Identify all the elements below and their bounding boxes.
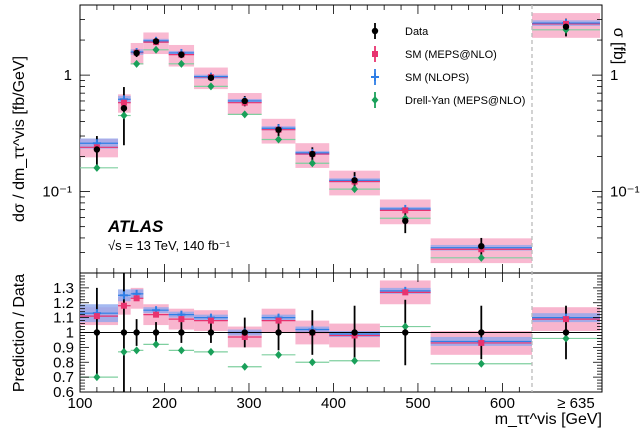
data-point-0 [93,146,101,153]
sm-meps-ratio-point-1 [120,302,127,309]
drell-yan-point-8 [308,159,316,168]
data-point-12 [562,23,570,30]
drell-yan-point-1 [120,111,128,120]
ratio-y-tick-label-1: 0.7 [53,369,74,386]
sm-meps-point-10 [402,207,409,214]
data-point-9 [351,177,358,184]
drell-yan-ratio-point-2 [133,346,141,355]
data-point-6 [241,97,248,105]
energy-label: √s = 13 TeV, 140 fb⁻¹ [108,238,231,253]
ratio-y-tick-label-6: 1.2 [53,295,74,312]
drell-yan-ratio-point-0 [93,373,101,382]
drell-yan-ratio-point-12 [562,334,570,343]
right-y-axis-title: σ [fb] [610,28,627,65]
sm-meps-point-1 [120,99,127,106]
sm-meps-ratio-point-11 [478,339,485,346]
legend-marker-1 [372,51,378,57]
drell-yan-point-2 [133,59,141,68]
x-tick-label-4: 500 [405,395,430,412]
legend-marker-0 [371,27,379,35]
legend-entry-1: SM (MEPS@NLO) [372,46,497,62]
drell-yan-point-4 [177,59,185,68]
data-point-10 [402,217,409,225]
legend-label-1: SM (MEPS@NLO) [405,49,497,61]
drell-yan-ratio-point-10 [401,322,409,331]
sm-nlops-ratio-point-1 [119,291,128,300]
overflow-label: ≥ 635 [557,395,594,412]
drell-yan-ratio-point-5 [207,347,215,356]
sm-meps-ratio-point-0 [93,313,100,320]
uncertainty-bands [80,13,600,355]
drell-yan-ratio-point-1 [120,347,128,356]
sm-meps-ratio-point-2 [133,295,140,302]
legend-marker-3 [371,96,379,104]
sm-meps-ratio-point-5 [207,317,214,324]
legend-entry-0: Data [371,23,429,39]
sm-meps-ratio-point-10 [402,289,409,296]
data-point-7 [275,126,282,133]
data-point-4 [178,51,185,58]
x-tick-label-1: 200 [152,395,177,412]
sm-meps-ratio-point-12 [563,316,569,323]
drell-yan-point-6 [241,110,249,119]
legend-label-2: SM (NLOPS) [405,72,469,84]
drell-yan-point-7 [275,135,283,144]
x-tick-label-5: 600 [490,395,515,412]
ratio-y-axis-title: Prediction / Data [11,274,28,392]
drell-yan-ratio-point-6 [241,362,249,371]
data-point-11 [478,242,485,250]
ratio-y-tick-label-5: 1.1 [53,310,74,327]
data-point-2 [133,49,140,57]
data-point-3 [152,38,160,45]
drell-yan-point-9 [351,185,359,194]
x-axis-title: m_ττ^vis [GeV] [495,411,602,428]
tick-labels: 100 200 300 400 500 600 10⁻¹ 10⁻¹ 1 1 0.60.70.80.9… [42,67,639,412]
ratio-y-tick-label-4: 1 [66,325,74,342]
top-y-tick-label-0: 10⁻¹ [42,184,72,201]
legend-label-3: Drell-Yan (MEPS@NLO) [405,95,525,107]
ratio-y-tick-label-2: 0.8 [53,354,74,371]
right-y-tick-label-0: 10⁻¹ [610,184,640,201]
sm-meps-ratio-point-4 [178,316,185,323]
data-point-8 [309,150,316,158]
drell-yan-point-5 [207,82,215,91]
x-tick-label-0: 100 [67,395,92,412]
ratio-y-tick-label-7: 1.3 [53,280,74,297]
drell-yan-point-0 [93,163,101,172]
legend: Data SM (MEPS@NLO) SM (NLOPS) Drell-Yan (ME… [371,23,525,108]
right-y-tick-label-1: 1 [610,67,618,84]
drell-yan-point-11 [477,253,485,262]
top-y-axis-title: dσ / dm_ττ^vis [fb/GeV] [11,56,28,222]
drell-yan-ratio-point-11 [477,359,485,368]
top-y-tick-label-1: 1 [64,67,72,84]
axis-ticks [79,4,602,393]
legend-marker-2 [371,73,379,81]
drell-yan-ratio-point-9 [351,356,359,365]
drell-yan-ratio-point-7 [275,350,283,359]
sm-meps-ratio-point-7 [275,317,282,324]
ratio-y-tick-label-3: 0.9 [53,339,74,356]
sm-meps-ratio-point-6 [241,333,248,340]
ratio-y-tick-label-0: 0.6 [53,384,74,401]
drell-yan-point-3 [152,45,160,54]
drell-yan-ratio-point-4 [177,346,185,355]
data-point-5 [207,74,215,81]
legend-entry-2: SM (NLOPS) [371,69,469,85]
drell-yan-ratio-point-8 [308,358,316,367]
drell-yan-ratio-point-3 [152,340,160,349]
data-markers [92,18,570,392]
x-tick-label-2: 300 [236,395,261,412]
sm-meps-ratio-point-3 [153,311,160,318]
legend-label-0: Data [405,26,429,38]
legend-entry-3: Drell-Yan (MEPS@NLO) [371,92,525,108]
data-point-1 [120,104,128,112]
atlas-label: ATLAS [107,217,164,236]
x-tick-label-3: 400 [321,395,346,412]
